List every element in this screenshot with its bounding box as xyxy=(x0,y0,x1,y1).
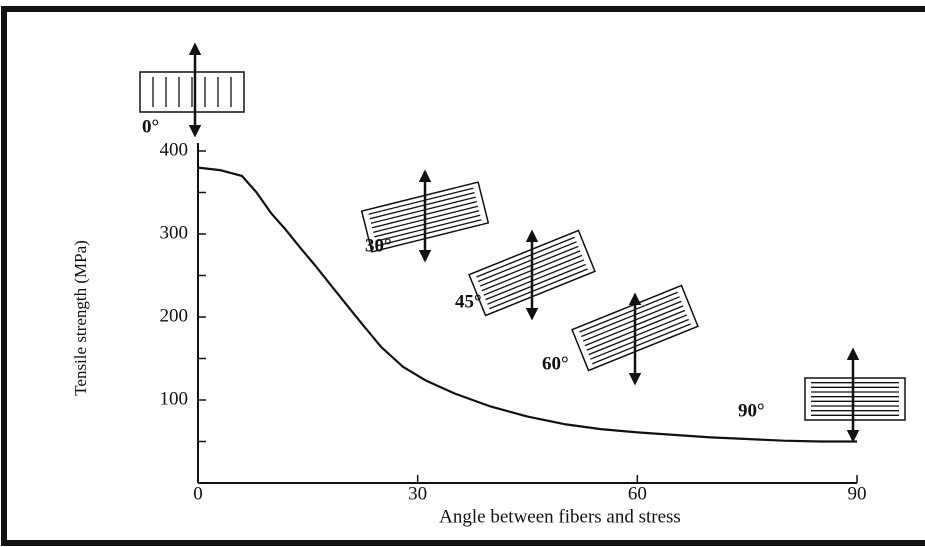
angle-annotation: 0° xyxy=(142,116,159,137)
fiber-line xyxy=(579,291,678,333)
x-tick-label: 0 xyxy=(193,483,203,504)
y-tick-label: 400 xyxy=(160,139,189,160)
frame xyxy=(1,6,925,546)
angle-annotation: 45° xyxy=(455,291,482,312)
fiber-box xyxy=(804,377,906,421)
y-axis-label: Tensile strength (MPa) xyxy=(71,240,90,396)
x-axis-label: Angle between fibers and stress xyxy=(439,506,681,527)
x-tick-label: 90 xyxy=(848,483,867,504)
fiber-line xyxy=(489,268,588,310)
angle-annotation: 60° xyxy=(542,353,569,374)
x-tick-label: 30 xyxy=(408,483,427,504)
fiber-icon xyxy=(139,71,245,113)
fiber-line xyxy=(476,236,575,278)
fiber-line xyxy=(592,323,691,365)
fiber-icon xyxy=(804,377,906,421)
x-tick-label: 60 xyxy=(628,483,647,504)
y-tick-label: 200 xyxy=(160,305,189,326)
angle-annotation: 30° xyxy=(365,235,392,256)
angle-annotation: 90° xyxy=(738,400,765,421)
y-tick-label: 100 xyxy=(160,388,189,409)
data-line xyxy=(197,166,857,443)
y-tick-label: 300 xyxy=(160,222,189,243)
